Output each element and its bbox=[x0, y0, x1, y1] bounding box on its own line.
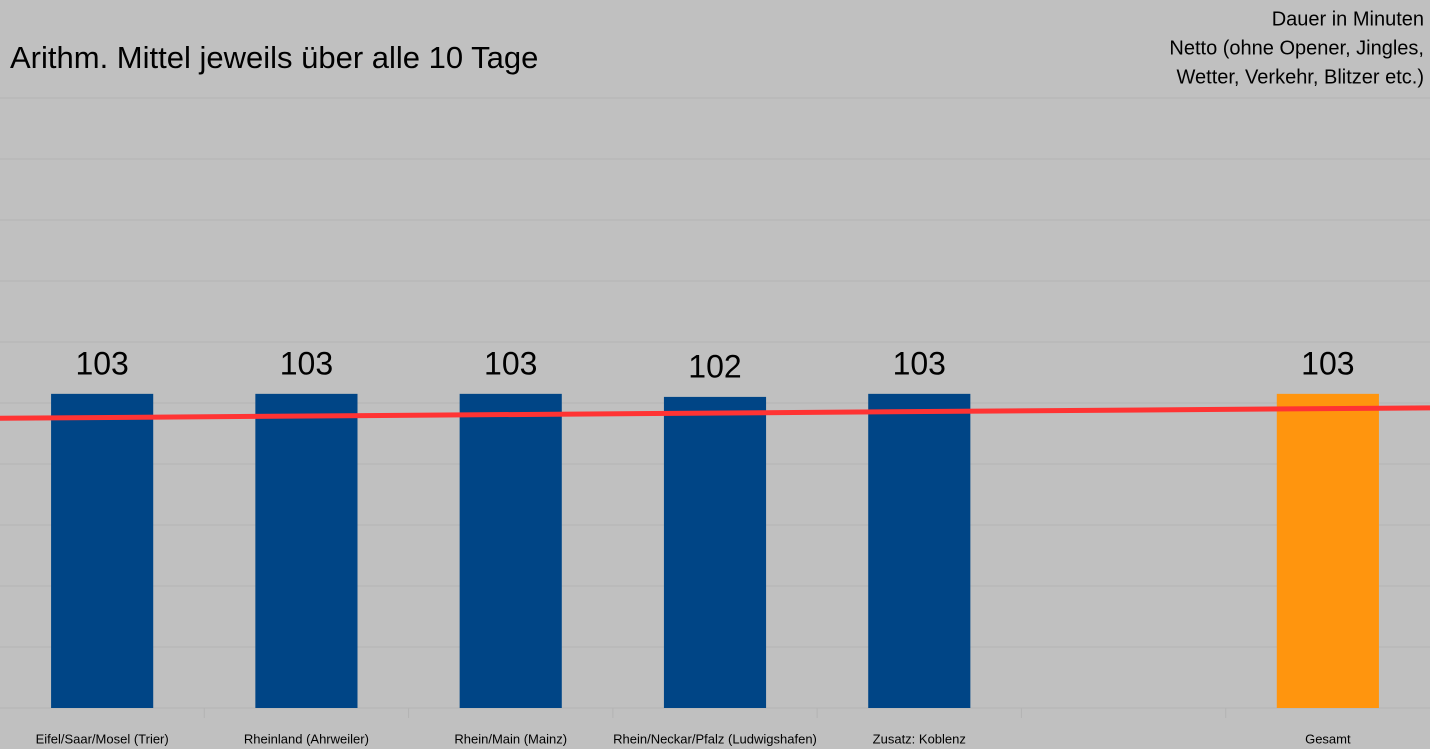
x-tick-label: Eifel/Saar/Mosel (Trier) bbox=[36, 731, 169, 746]
data-label: 103 bbox=[893, 345, 946, 381]
bar bbox=[1276, 393, 1379, 708]
data-label: 103 bbox=[1301, 345, 1354, 381]
data-label: 103 bbox=[484, 345, 537, 381]
bar bbox=[255, 393, 358, 708]
bar bbox=[868, 393, 971, 708]
annotation: Netto (ohne Opener, Jingles, bbox=[1169, 37, 1424, 59]
data-label: 103 bbox=[280, 345, 333, 381]
x-tick-label: Zusatz: Koblenz bbox=[873, 731, 966, 746]
data-label: 103 bbox=[75, 345, 128, 381]
trend-line bbox=[0, 405, 1430, 421]
chart-title: Arithm. Mittel jeweils über alle 10 Tage bbox=[10, 40, 538, 75]
x-tick-label: Rhein/Neckar/Pfalz (Ludwigshafen) bbox=[613, 731, 817, 746]
data-label: 102 bbox=[688, 348, 741, 384]
bar bbox=[459, 393, 562, 708]
x-tick-label: Rhein/Main (Mainz) bbox=[454, 731, 567, 746]
annotation: Dauer in Minuten bbox=[1272, 8, 1424, 30]
annotation: Wetter, Verkehr, Blitzer etc.) bbox=[1177, 66, 1425, 88]
bar bbox=[663, 396, 767, 708]
bar bbox=[51, 393, 154, 708]
x-tick-label: Gesamt bbox=[1305, 731, 1351, 746]
x-tick-label: Rheinland (Ahrweiler) bbox=[244, 731, 369, 746]
